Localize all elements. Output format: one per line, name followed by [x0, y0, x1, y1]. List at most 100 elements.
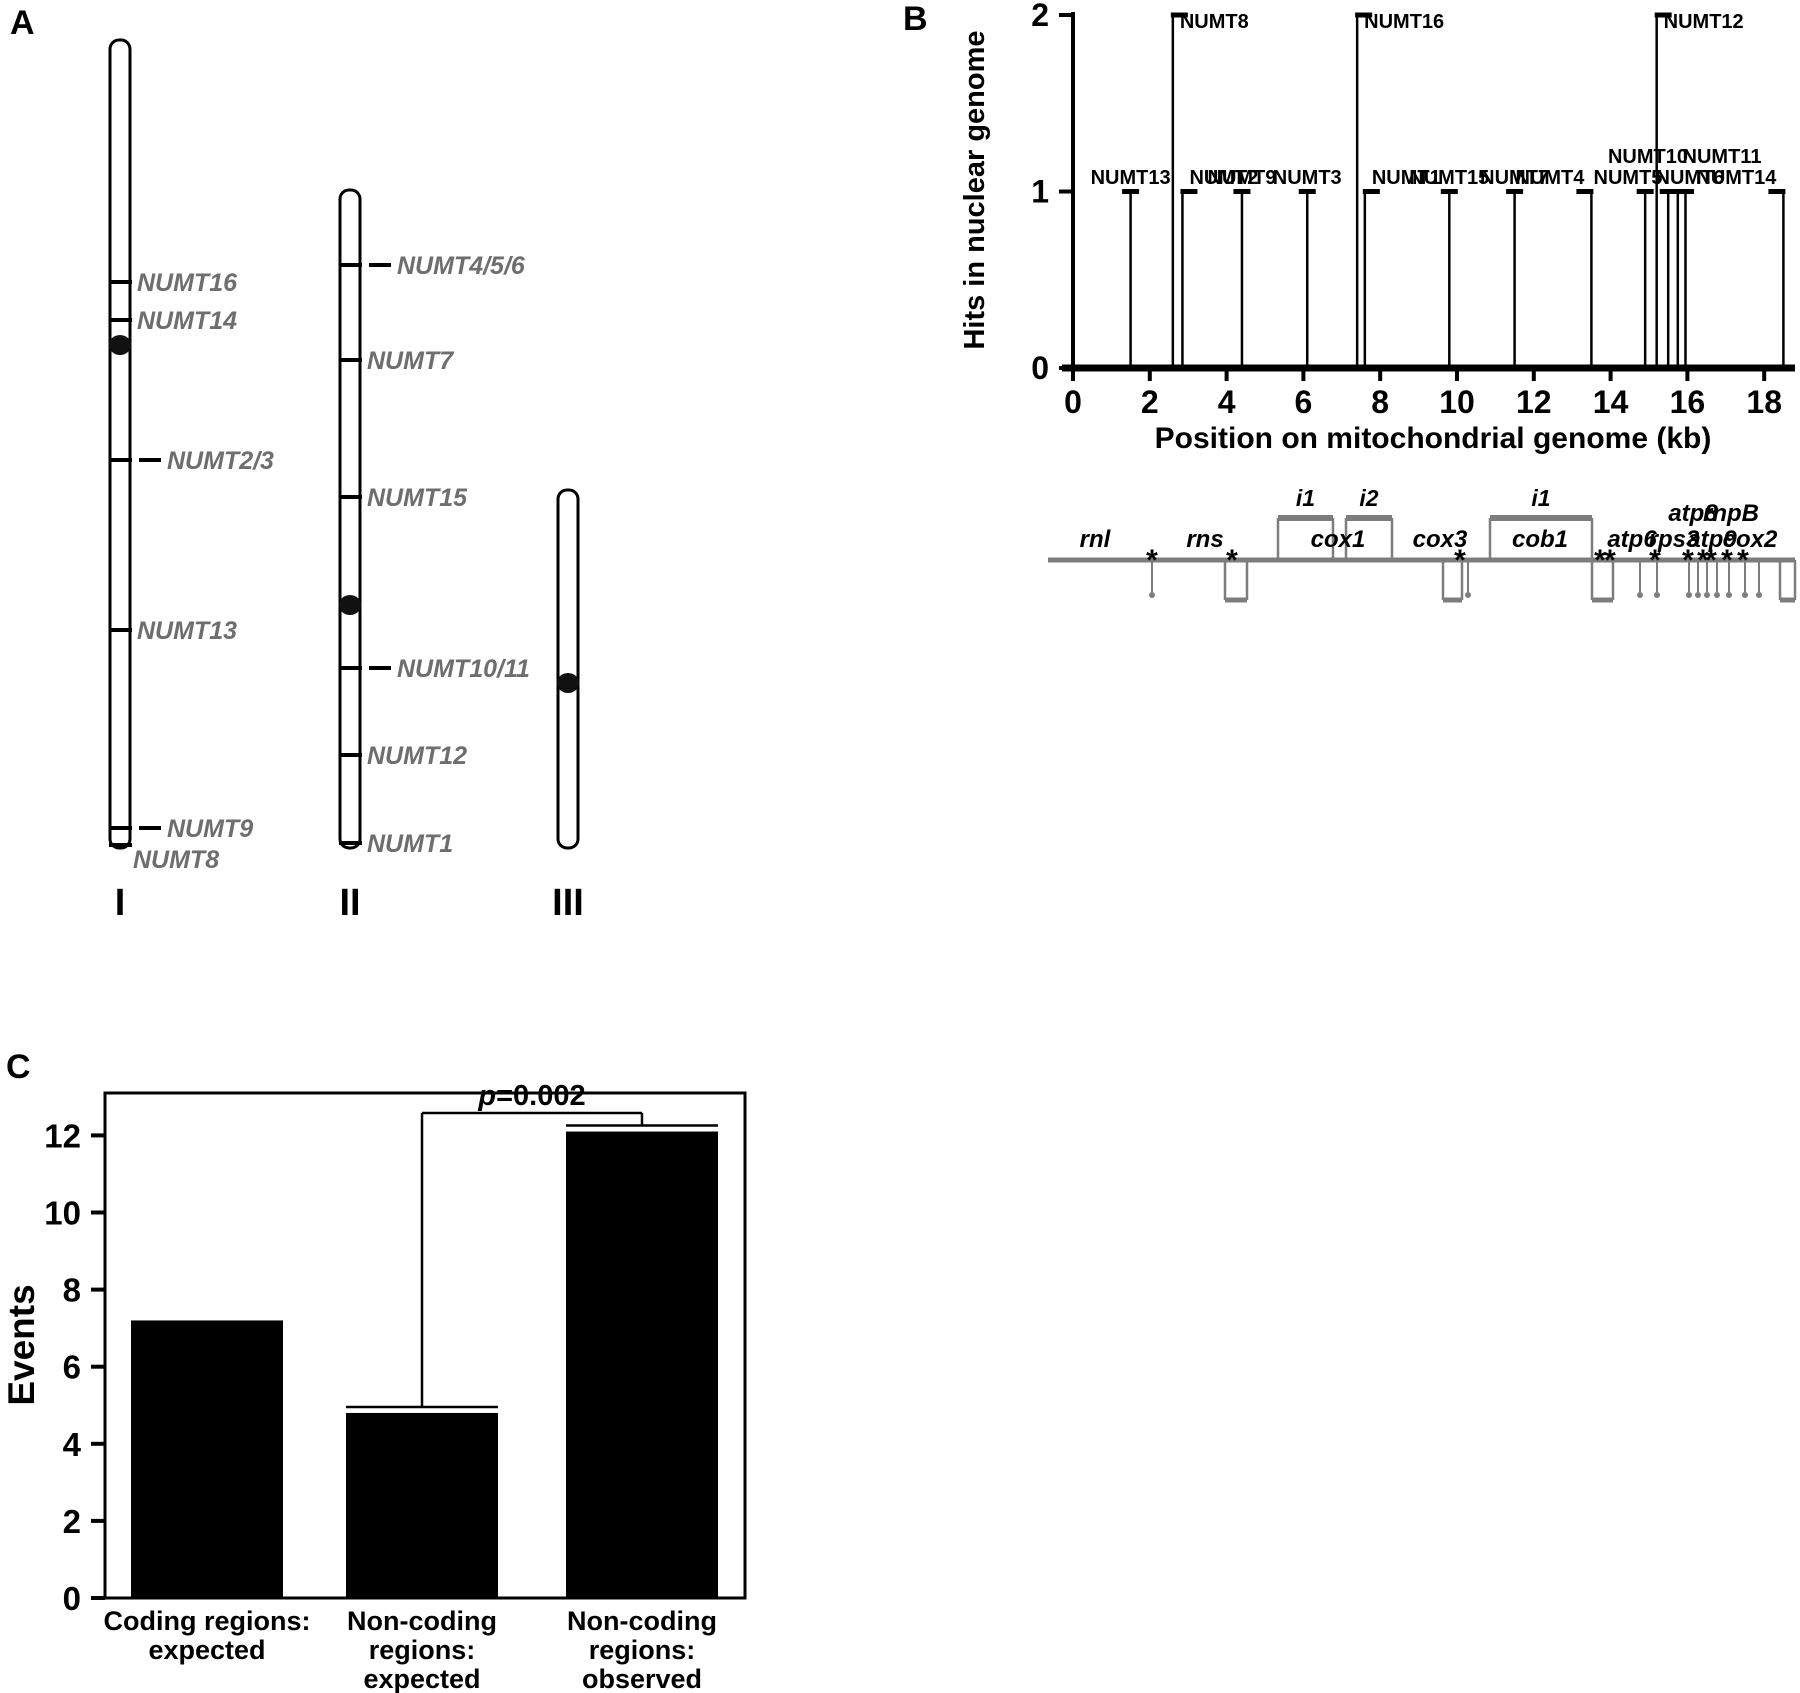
x-tick-label: 12: [1516, 384, 1552, 420]
chromosome-III-centromere: [557, 673, 579, 693]
gene-label: cox3: [1413, 526, 1468, 553]
spike-cap: [1298, 189, 1316, 194]
y-axis-title: Hits in nuclear genome: [959, 30, 991, 349]
spike-cap: [1654, 12, 1672, 18]
chromosome-III-body: [556, 488, 580, 850]
numt-spike-numt9: NUMT9: [1208, 167, 1276, 365]
numt-label: NUMT2/3: [167, 447, 274, 475]
category-label: regions:: [589, 1635, 696, 1665]
trna-dot: [1742, 592, 1748, 598]
chromosome-name: I: [115, 882, 126, 924]
spike-cap: [1355, 12, 1373, 18]
numt-spike-numt14: NUMT14: [1696, 167, 1786, 365]
spike-cap: [1170, 12, 1188, 18]
chromosome-I-body: [108, 38, 132, 850]
gene-label: rps3: [1649, 526, 1700, 553]
trna-dot: [1149, 592, 1155, 598]
trna-asterisk: *: [1594, 544, 1606, 577]
panel-c-label: C: [6, 1048, 31, 1086]
intron-label: i1: [1531, 485, 1550, 511]
trna-dot: [1637, 592, 1643, 598]
trna-dot: [1654, 592, 1660, 598]
spike-cap: [1362, 189, 1380, 194]
chromosome-III: III: [552, 488, 584, 924]
spike-label: NUMT12: [1664, 11, 1744, 33]
trna-asterisk: *: [1705, 544, 1717, 577]
spike-cap: [1576, 189, 1594, 194]
trna-asterisk: *: [1697, 544, 1709, 577]
spike-cap: [1506, 189, 1524, 194]
trna-asterisk: *: [1649, 544, 1661, 577]
spike-cap: [1768, 189, 1786, 194]
y-tick-label: 0: [1031, 350, 1049, 386]
p-value-label: p=0.002: [477, 1080, 585, 1112]
gene-label: rnpB: [1703, 500, 1759, 527]
bar-0: [131, 1320, 283, 1597]
y-tick-label: 0: [63, 1580, 81, 1617]
x-tick-label: 14: [1593, 384, 1629, 420]
spike-cap: [1676, 189, 1694, 194]
spike-cap: [1636, 189, 1654, 194]
gene-label: cob1: [1512, 526, 1568, 553]
numt-spike-numt10: NUMT10: [1608, 146, 1688, 365]
y-tick-label: 2: [63, 1503, 81, 1540]
spike-label: NUMT16: [1364, 11, 1444, 33]
gene-label: cox1: [1311, 526, 1366, 553]
spike-label: NUMT2: [1189, 167, 1258, 189]
numt-label: NUMT7: [367, 347, 454, 375]
trna-dot: [1686, 592, 1692, 598]
chromosome-II: NUMT4/5/6 NUMT7 NUMT15 NUMT10/11 NUMT12 NUMT1…: [338, 188, 530, 924]
x-tick-label: 8: [1371, 384, 1389, 420]
x-tick-label: 16: [1670, 384, 1706, 420]
x-tick-label: 4: [1218, 384, 1236, 420]
numt-spike-numt1: NUMT1: [1362, 167, 1441, 365]
numt-label: NUMT8: [133, 846, 219, 874]
chromosome-name: III: [552, 882, 584, 924]
y-tick-label: 10: [44, 1195, 81, 1232]
gene-label: rns: [1186, 526, 1223, 553]
numt-label: NUMT16: [137, 269, 238, 297]
gene-label: cox2: [1723, 526, 1778, 553]
chromosome-II-body: [338, 188, 362, 850]
numt-spike-numt3: NUMT3: [1273, 167, 1342, 365]
trna-asterisk: *: [1146, 544, 1158, 577]
panel-a-label: A: [10, 4, 35, 42]
numt-spike-numt11: NUMT11: [1676, 146, 1762, 365]
category-label: Coding regions:: [104, 1606, 311, 1636]
plot-frame: [103, 1091, 747, 1600]
numt-spike-numt6: NUMT6: [1656, 167, 1725, 365]
spike-label: NUMT14: [1696, 167, 1777, 189]
numt-spike-numt4: NUMT4: [1516, 167, 1594, 365]
y-tick-label: 12: [44, 1117, 81, 1154]
intron-label: i2: [1359, 485, 1378, 511]
y-tick-label: 4: [63, 1426, 82, 1463]
spike-label: NUMT6: [1656, 167, 1725, 189]
category-label: observed: [582, 1664, 702, 1693]
trna-asterisk: *: [1454, 544, 1466, 577]
gene-label: rnl: [1080, 526, 1112, 553]
trna-dot: [1695, 592, 1701, 598]
spike-label: NUMT4: [1516, 167, 1586, 189]
numt-spike-numt16: NUMT16: [1355, 11, 1444, 365]
category-label: expected: [148, 1635, 265, 1665]
numt-label: NUMT10/11: [397, 655, 530, 683]
panel-b-gene-map: i1 i2 i1* * * ** * * ** * *rnl rns cox1 cox3 cob1 atp6r…: [1048, 485, 1797, 603]
spike-label: NUMT1: [1372, 167, 1441, 189]
numt-label: NUMT9: [167, 815, 253, 843]
panel-a-chromosome-map: NUMT16NUMT14NUMT2/3NUMT13NUMT9NUMT8INUMT…: [108, 38, 584, 924]
numt-spike-numt2: NUMT2: [1180, 167, 1258, 365]
trna-asterisk: *: [1604, 544, 1616, 577]
numt-spike-numt5: NUMT5: [1594, 167, 1662, 365]
x-tick-label: 6: [1295, 384, 1313, 420]
numt-spike-numt12: NUMT12: [1654, 11, 1744, 365]
trna-dot: [1756, 592, 1762, 598]
trna-asterisk: *: [1721, 544, 1733, 577]
x-tick-label: 18: [1746, 384, 1782, 420]
spike-label: NUMT7: [1480, 167, 1549, 189]
chromosome-name: II: [339, 882, 360, 924]
spike-label: NUMT11: [1683, 146, 1762, 168]
